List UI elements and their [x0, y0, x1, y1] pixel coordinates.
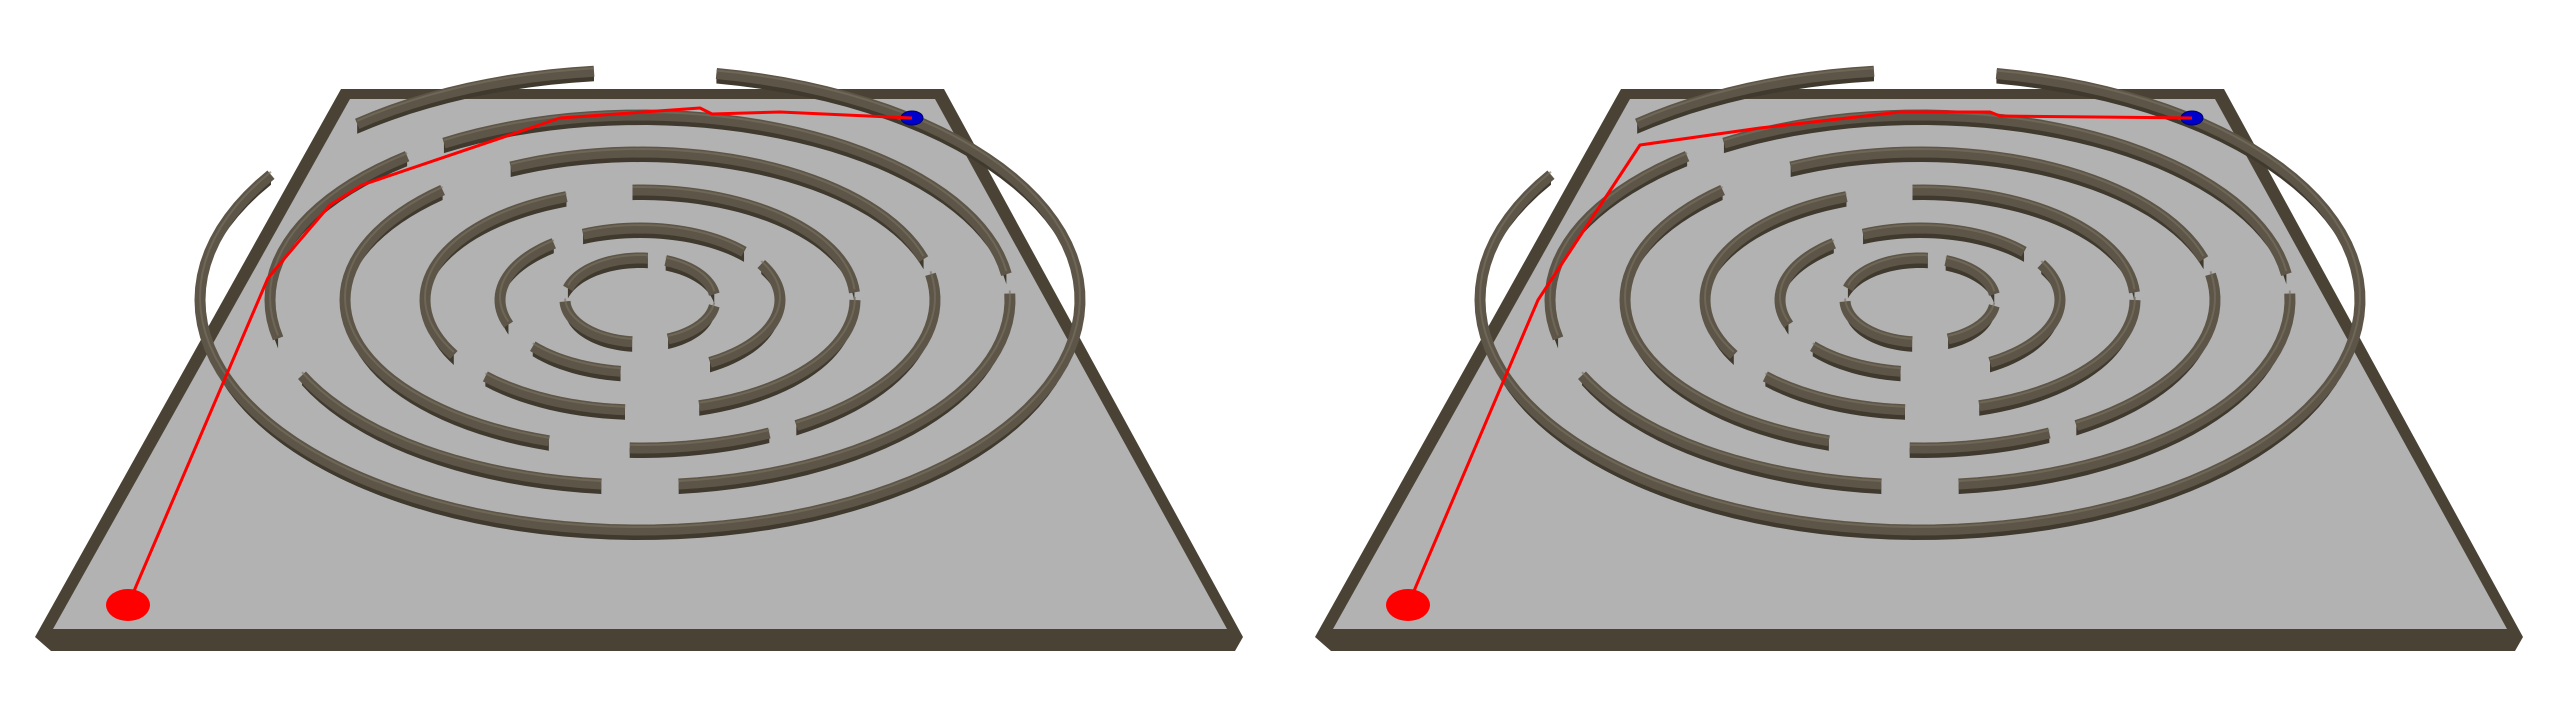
maze-wall [419, 191, 568, 360]
maze-wall [1789, 146, 2209, 263]
maze-wall-edge [1909, 429, 2050, 446]
maze-wall [1635, 65, 1875, 129]
maze-wall-edge [665, 256, 716, 292]
maze-wall-edge [443, 111, 1008, 272]
maze-wall-side [632, 190, 855, 303]
maze-wall [1762, 371, 1906, 416]
maze-wall-edge [343, 186, 550, 439]
maze-wall [1912, 184, 2140, 294]
maze-wall [1578, 371, 1882, 490]
maze-wall [559, 300, 633, 348]
maze-wall-side [1912, 190, 2135, 303]
maze-wall [1502, 68, 2366, 536]
maze-wall [563, 252, 649, 292]
maze-wall [1988, 260, 2066, 368]
maze-wall [1958, 293, 2296, 490]
maze-wall-side [567, 258, 648, 299]
maze-wall-side [796, 274, 935, 436]
board-floor [53, 99, 1227, 629]
maze-wall-edge [2076, 271, 2216, 424]
maze-wall-side [1945, 260, 1995, 305]
maze-wall [1946, 304, 2000, 345]
maze-wall-side [425, 196, 567, 365]
maze-wall-edge [225, 69, 1081, 528]
maze-wall-edge [582, 223, 745, 250]
maze-wall [581, 222, 747, 257]
maze-wall-edge [1779, 239, 1835, 323]
maze-wall-edge [632, 186, 856, 290]
board-floor [1333, 99, 2507, 629]
maze-wall-edge [268, 152, 408, 336]
maze-wall-edge [1812, 342, 1901, 370]
maze-wall [1944, 255, 2000, 296]
maze-wall-edge [1862, 223, 2025, 250]
maze-wall-edge [499, 239, 555, 323]
maze-wall-side [1705, 196, 1847, 365]
maze-wall [509, 146, 929, 263]
maze-wall-edge [629, 429, 770, 446]
maze-wall-edge [699, 296, 856, 404]
maze-wall-edge [1989, 260, 2062, 361]
maze-wall [355, 65, 595, 129]
maze-wall [664, 255, 720, 296]
maze-wall-edge [1623, 186, 1830, 439]
maze-wall [1978, 299, 2141, 412]
maze-panel-left [35, 65, 1243, 651]
maze-wall [298, 371, 602, 490]
maze-wall-edge [1958, 290, 2291, 482]
maze-wall-edge [1548, 152, 1688, 336]
maze-wall-edge [510, 148, 925, 257]
maze-wall-edge [356, 67, 595, 122]
maze-wall-edge [796, 271, 936, 424]
maze-wall [1619, 185, 1830, 447]
maze-wall-side [1847, 258, 1928, 299]
maze-wall-edge [1723, 111, 2288, 272]
maze-wall [482, 371, 626, 416]
maze-wall-edge [1947, 302, 1996, 337]
maze-wall-edge [1581, 371, 1882, 482]
maze-wall [1809, 341, 1901, 377]
maze-wall-edge [1912, 186, 2136, 290]
maze-wall-edge [678, 290, 1011, 482]
maze-wall-edge [1704, 192, 1847, 353]
maze-wall-edge [1505, 69, 2361, 528]
maze-wall-edge [1636, 67, 1875, 122]
maze-wall-side [2076, 274, 2215, 436]
maze-wall [1839, 300, 1913, 348]
maze-wall [1699, 191, 1848, 360]
maze-wall-edge [567, 253, 648, 286]
maze-wall-edge [1790, 148, 2205, 257]
maze-wall [632, 184, 860, 294]
maze-wall [529, 341, 621, 377]
maze-panel-right [1315, 65, 2523, 651]
maze-wall [1843, 252, 1929, 292]
maze-wall-edge [564, 298, 633, 340]
maze-wall-edge [1979, 296, 2136, 404]
maze-wall [1861, 222, 2027, 257]
maze-wall [666, 304, 720, 345]
maze-wall-edge [1945, 256, 1996, 292]
maze-wall-edge [532, 342, 621, 370]
maze-wall [629, 427, 771, 454]
maze-wall-edge [424, 192, 567, 353]
maze-wall-edge [301, 371, 602, 482]
maze-wall-edge [484, 372, 626, 408]
maze-wall [1909, 427, 2051, 454]
maze-wall-side [665, 260, 715, 305]
maze-wall [678, 293, 1016, 490]
maze-wall-edge [1847, 253, 1928, 286]
maze-wall-edge [1764, 372, 1906, 408]
maze-wall-edge [709, 260, 782, 361]
maze-wall [222, 68, 1086, 536]
solution-path [126, 106, 913, 606]
maze-wall-edge [667, 302, 716, 337]
solution-path [1406, 110, 2193, 606]
maze-wall-edge [1844, 298, 1913, 340]
maze-wall [698, 299, 861, 412]
maze-wall [708, 260, 786, 368]
maze-wall [339, 185, 550, 447]
